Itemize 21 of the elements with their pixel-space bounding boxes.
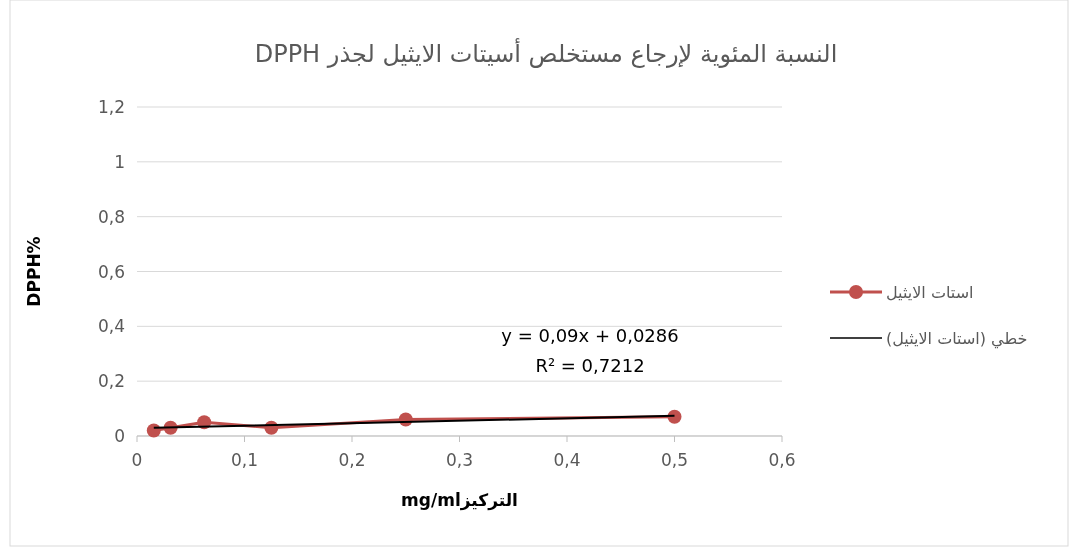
x-tick-label: 0,1	[230, 450, 259, 470]
x-tick-label: 0,2	[338, 450, 366, 470]
legend-label: استات الايثيل	[886, 283, 974, 302]
y-axis-title: DPPH%	[24, 236, 44, 307]
annotation: R² = 0,7212	[535, 355, 645, 376]
x-axis-title: التركيزmg/ml	[401, 490, 518, 511]
y-tick-label: 1,2	[97, 97, 125, 117]
x-tick-label: 0,5	[660, 450, 689, 470]
y-tick-label: 0,4	[97, 316, 125, 337]
x-tick-label: 0,4	[553, 450, 581, 470]
y-tick-label: 0,2	[97, 371, 125, 392]
x-tick-label: 0,3	[445, 450, 474, 470]
title: النسبة المئوية لإرجاع مستخلص أسيتات الايثيل لجذر DPPH	[254, 40, 838, 68]
x-tick-label: 0	[131, 450, 143, 470]
annotation: y = 0,09x + 0,0286	[501, 325, 679, 346]
y-tick-label: 1	[114, 151, 125, 172]
y-tick-label: 0,6	[97, 261, 125, 282]
y-tick-label: 0	[114, 426, 125, 446]
legend-label: خطي (استات الايثيل)	[886, 329, 1028, 349]
y-tick-label: 0,8	[97, 206, 125, 227]
x-tick-label: 0,6	[768, 450, 796, 470]
